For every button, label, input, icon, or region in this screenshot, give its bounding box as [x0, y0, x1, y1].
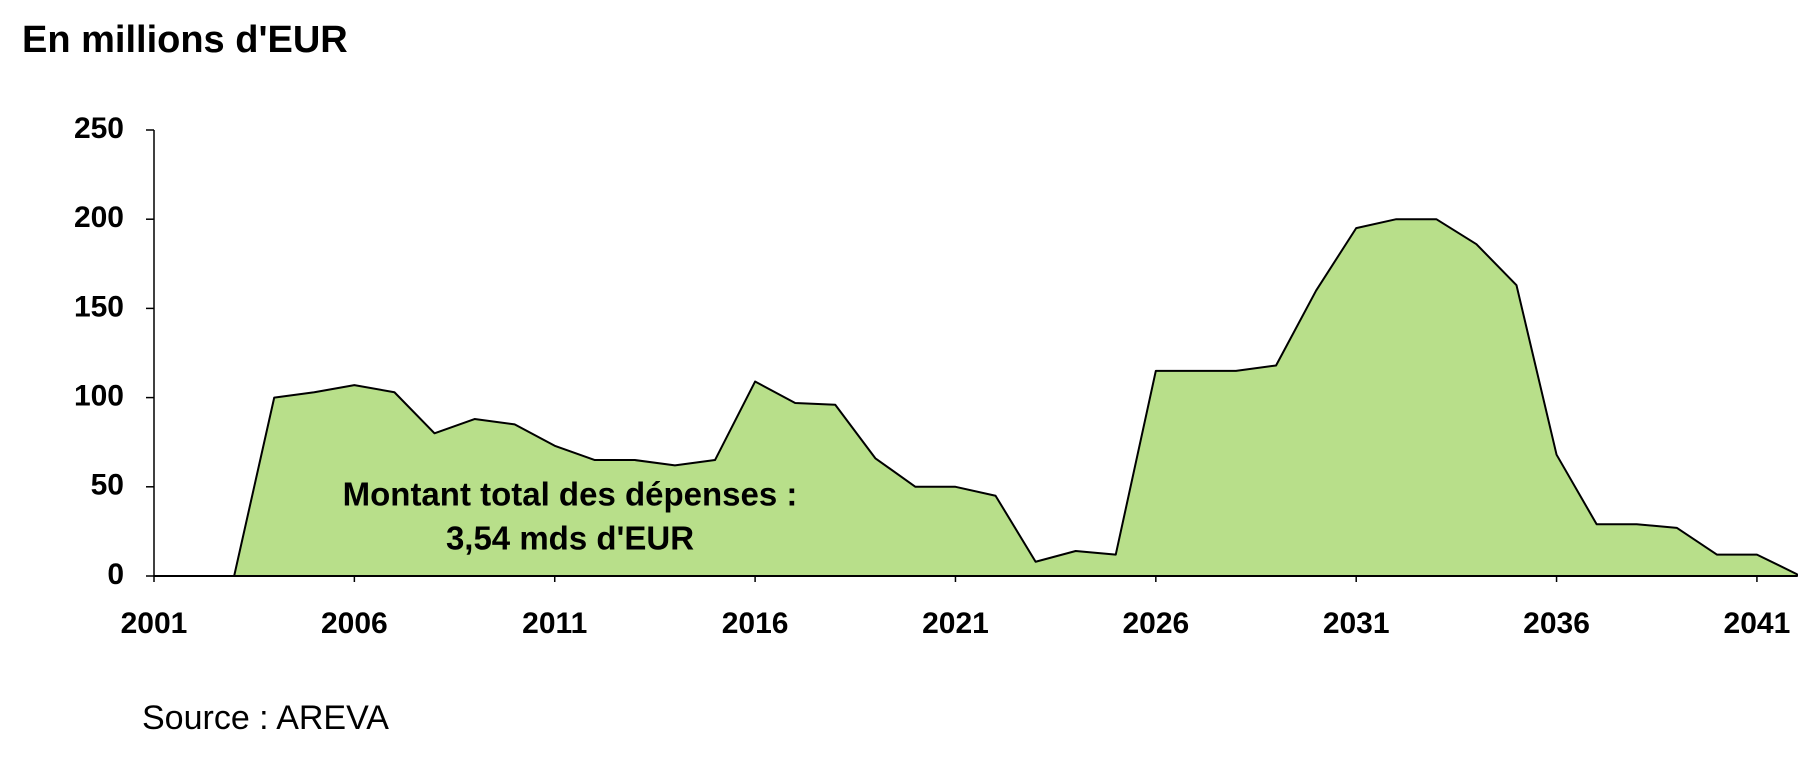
annotation: 3,54 mds d'EUR	[446, 520, 694, 557]
chart-title: En millions d'EUR	[22, 19, 348, 61]
x-tick-label: 2016	[722, 607, 789, 640]
y-tick-label: 150	[74, 290, 124, 323]
x-tick-label: 2041	[1724, 607, 1791, 640]
y-tick-label: 200	[74, 201, 124, 234]
x-tick-label: 2006	[321, 607, 388, 640]
x-tick-label: 2011	[522, 607, 587, 640]
y-tick-label: 50	[91, 469, 124, 502]
x-tick-label: 2021	[922, 607, 989, 640]
annotation: Montant total des dépenses :	[343, 476, 798, 513]
x-tick-label: 2026	[1122, 607, 1189, 640]
y-tick-label: 0	[107, 558, 124, 591]
x-tick-label: 2036	[1523, 607, 1590, 640]
y-tick-label: 250	[74, 112, 124, 145]
area	[153, 218, 1798, 577]
x-tick-label: 2031	[1323, 607, 1390, 640]
x-tick-label: 2001	[121, 607, 188, 640]
y-tick-label: 100	[74, 380, 124, 413]
source-note: Source : AREVA	[142, 699, 389, 737]
